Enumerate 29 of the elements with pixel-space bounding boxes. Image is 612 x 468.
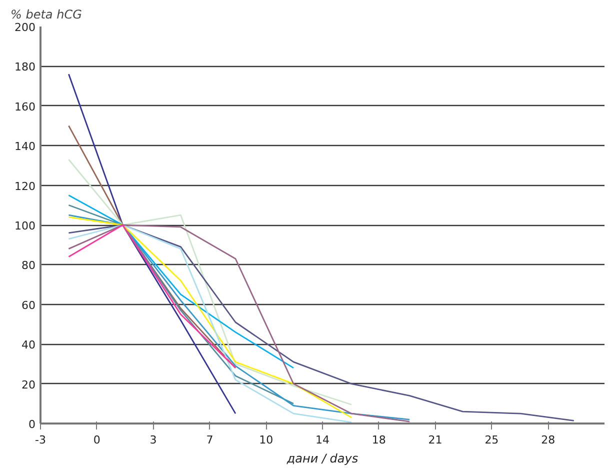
y-tick-label: 40	[22, 338, 36, 352]
x-tick-label: 0	[93, 434, 100, 446]
x-tick-label: 14	[316, 434, 330, 446]
x-tick-label: 7	[206, 434, 214, 446]
line-series	[68, 224, 236, 369]
x-tick-label: 21	[428, 434, 442, 446]
y-tick-label: 20	[22, 378, 36, 392]
x-tick-label: -3	[35, 434, 46, 446]
x-tick-label: 18	[372, 434, 386, 446]
line-series	[68, 158, 352, 406]
y-tick-label: 160	[14, 100, 36, 114]
y-tick-label: 80	[22, 259, 36, 272]
x-tick-label: 28	[541, 434, 556, 446]
y-tick-label: 120	[14, 180, 36, 193]
y-tick-label: 180	[14, 60, 36, 74]
y-tick-label: 140	[14, 140, 36, 154]
line-series	[68, 73, 236, 414]
y-tick-label: 200	[14, 21, 36, 34]
x-tick-label: 3	[150, 434, 157, 446]
x-axis-title: дани / days	[286, 452, 358, 466]
line-series	[68, 204, 294, 404]
y-tick-label: 60	[22, 298, 36, 312]
line-series	[68, 224, 575, 422]
line-series	[68, 194, 294, 369]
y-tick-label: 0	[28, 418, 36, 431]
x-tick-label: 25	[484, 434, 499, 446]
y-tick-label: 100	[14, 220, 36, 232]
y-axis-title: % beta hCG	[10, 8, 82, 22]
x-tick-label: 10	[259, 434, 274, 446]
